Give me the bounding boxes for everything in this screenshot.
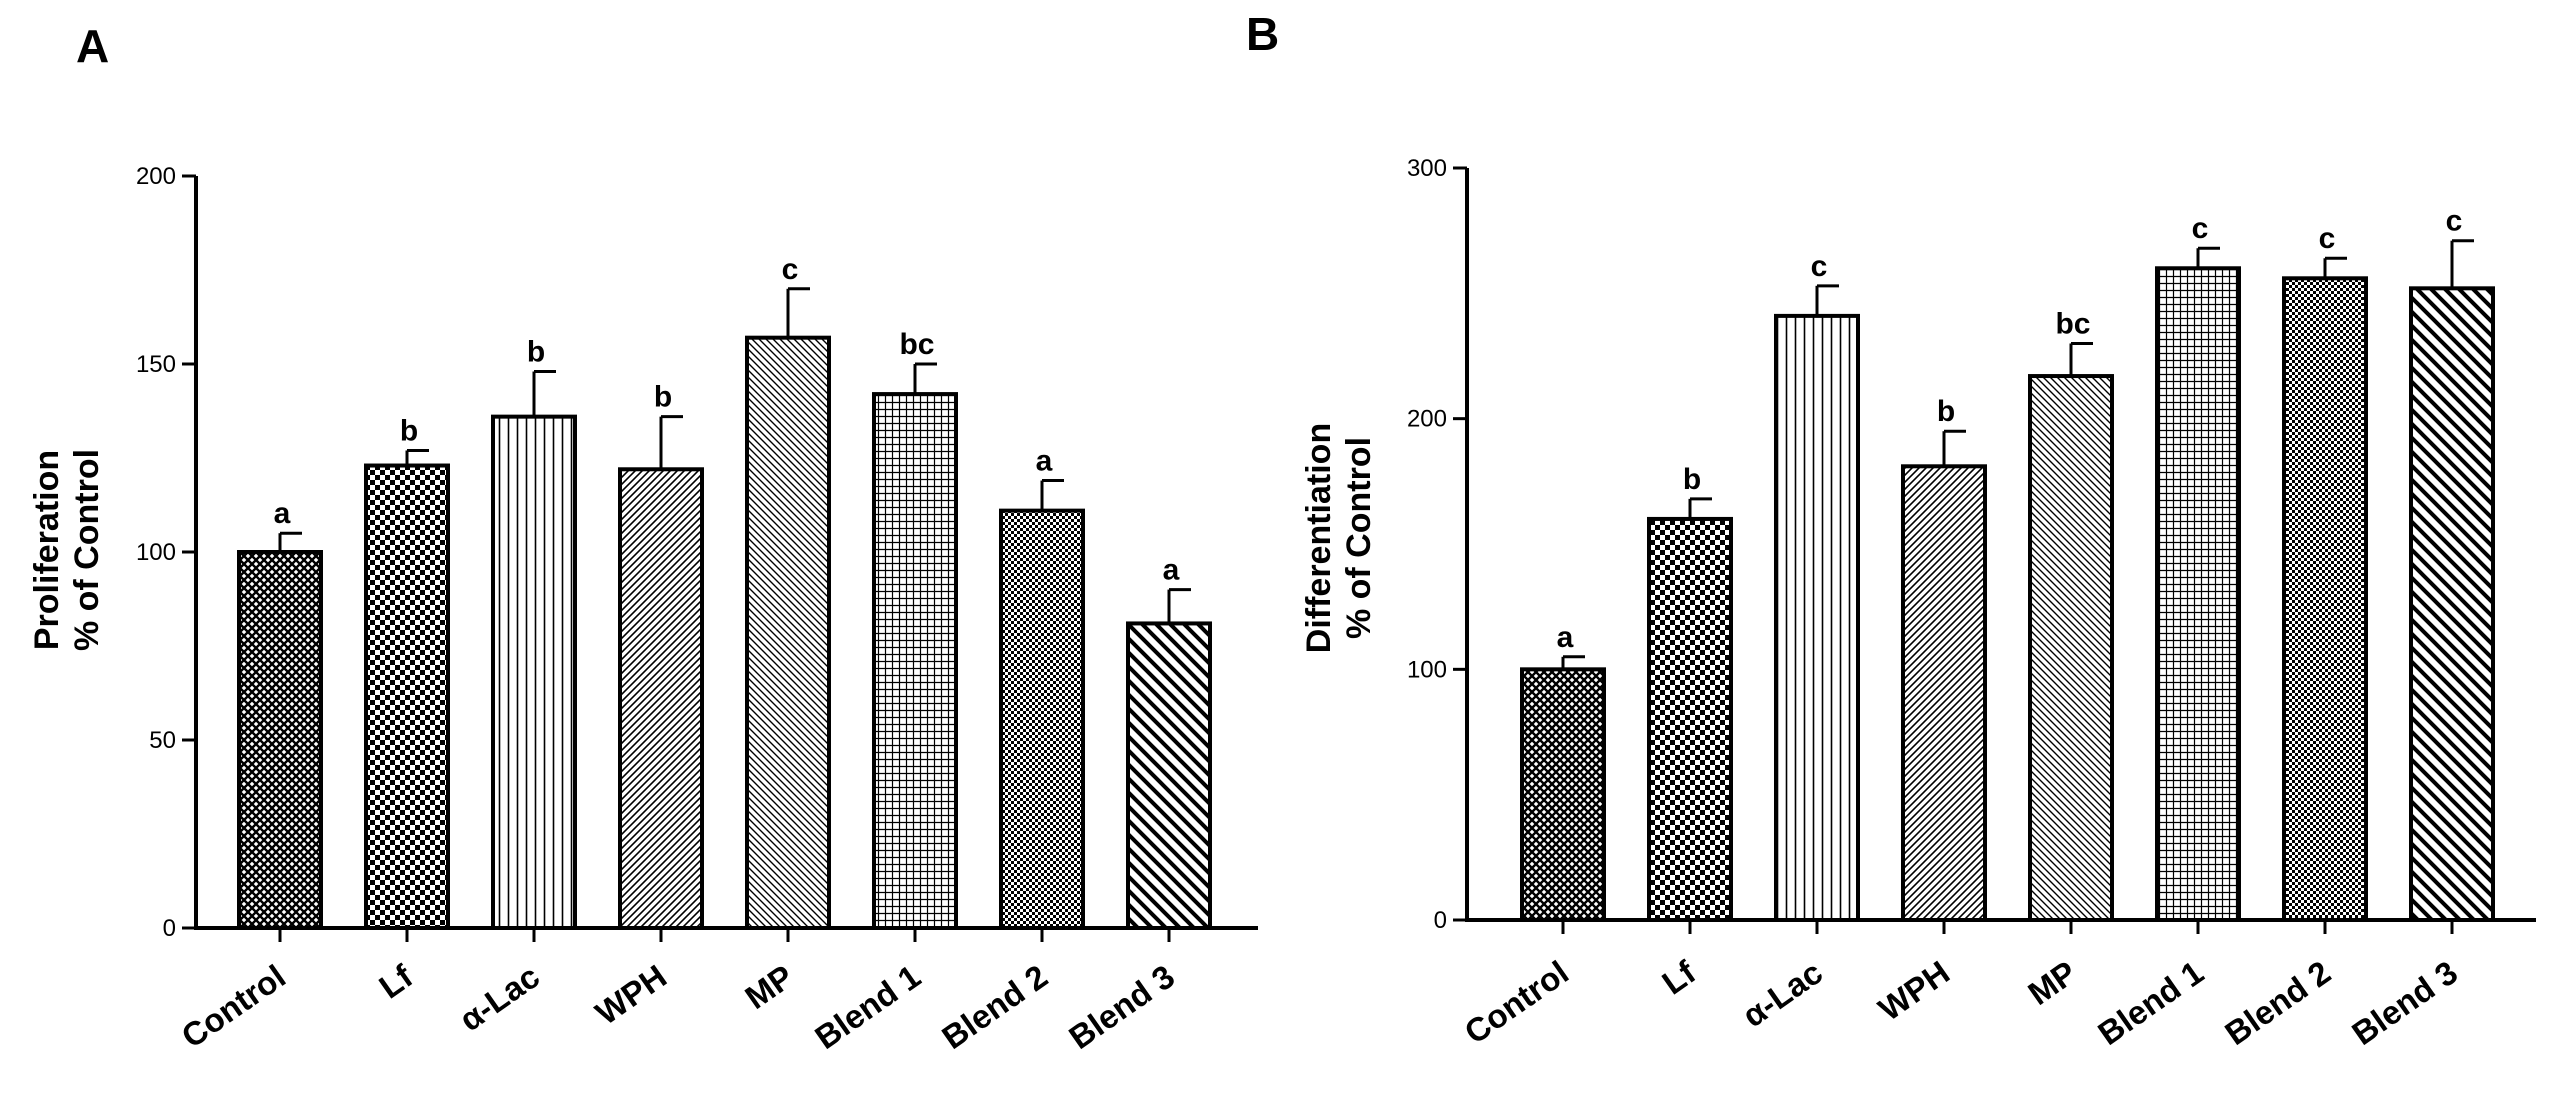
y-axis-label: % of Control bbox=[1340, 437, 1378, 639]
significance-label: b bbox=[1683, 463, 1701, 496]
x-tick-label: Blend 2 bbox=[2218, 953, 2337, 1052]
bar bbox=[872, 392, 958, 930]
bar bbox=[999, 508, 1085, 930]
y-tick-label: 50 bbox=[149, 727, 176, 754]
bar bbox=[364, 463, 450, 930]
y-tick-label: 0 bbox=[1434, 907, 1447, 934]
x-tick-label: Control bbox=[175, 957, 292, 1055]
significance-label: c bbox=[2319, 222, 2336, 255]
x-tick-label: Blend 3 bbox=[2345, 953, 2464, 1052]
x-tick-label: Control bbox=[1458, 953, 1575, 1051]
significance-label: c bbox=[1811, 250, 1828, 283]
chart-panel-a: 0 50 100 150 200 Proliferation% of Control a Co… bbox=[28, 163, 1258, 1056]
x-tick-label: WPH bbox=[589, 957, 673, 1031]
y-tick-label: 100 bbox=[1407, 656, 1447, 683]
y-tick-label: 150 bbox=[136, 351, 176, 378]
y-tick-label: 200 bbox=[136, 163, 176, 190]
chart-panel-b: 0 100 200 300 Differentiation% of Control a Co… bbox=[1300, 155, 2536, 1052]
bar bbox=[1774, 313, 1860, 923]
bar bbox=[237, 550, 323, 930]
y-axis-label: % of Control bbox=[68, 449, 106, 651]
significance-label: b bbox=[1937, 395, 1955, 428]
x-tick-label: α-Lac bbox=[1736, 953, 1829, 1034]
significance-label: a bbox=[1557, 621, 1574, 654]
x-tick-label: Lf bbox=[372, 957, 420, 1006]
bar bbox=[2155, 266, 2241, 922]
significance-label: c bbox=[2446, 205, 2463, 238]
y-axis-label: Differentiation bbox=[1300, 423, 1338, 653]
significance-label: a bbox=[1163, 554, 1180, 587]
y-tick-label: 100 bbox=[136, 539, 176, 566]
significance-label: bc bbox=[2055, 307, 2090, 340]
bar bbox=[1520, 667, 1606, 922]
panel-label-b: B bbox=[1246, 8, 1279, 60]
x-tick-label: Blend 1 bbox=[2091, 953, 2210, 1052]
bar bbox=[2028, 374, 2114, 922]
y-tick-label: 200 bbox=[1407, 406, 1447, 433]
bar bbox=[1126, 621, 1212, 930]
x-tick-label: α-Lac bbox=[453, 957, 546, 1038]
y-tick-label: 0 bbox=[163, 915, 176, 942]
bar bbox=[618, 467, 704, 930]
significance-label: a bbox=[274, 497, 291, 530]
significance-label: bc bbox=[899, 328, 934, 361]
bar bbox=[1901, 464, 1987, 922]
bar bbox=[2282, 276, 2368, 922]
x-tick-label: WPH bbox=[1872, 953, 1956, 1027]
significance-label: b bbox=[527, 336, 545, 369]
x-tick-label: Lf bbox=[1655, 953, 1703, 1002]
bar bbox=[2409, 286, 2495, 922]
significance-label: c bbox=[782, 253, 799, 286]
y-tick-label: 300 bbox=[1407, 155, 1447, 182]
significance-label: a bbox=[1036, 445, 1053, 478]
x-tick-label: MP bbox=[738, 957, 800, 1016]
significance-label: c bbox=[2192, 212, 2209, 245]
bar bbox=[491, 414, 577, 930]
significance-label: b bbox=[654, 381, 672, 414]
y-axis-label: Proliferation bbox=[28, 450, 66, 650]
x-tick-label: Blend 2 bbox=[935, 957, 1054, 1056]
significance-label: b bbox=[400, 414, 418, 447]
x-tick-label: Blend 3 bbox=[1062, 957, 1181, 1056]
panel-label-a: A bbox=[76, 20, 109, 72]
x-tick-label: MP bbox=[2021, 953, 2083, 1012]
bar bbox=[1647, 516, 1733, 923]
x-tick-label: Blend 1 bbox=[808, 957, 927, 1056]
bar bbox=[745, 335, 831, 930]
